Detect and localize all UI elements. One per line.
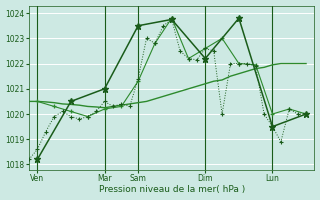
X-axis label: Pression niveau de la mer( hPa ): Pression niveau de la mer( hPa ) [99,185,245,194]
